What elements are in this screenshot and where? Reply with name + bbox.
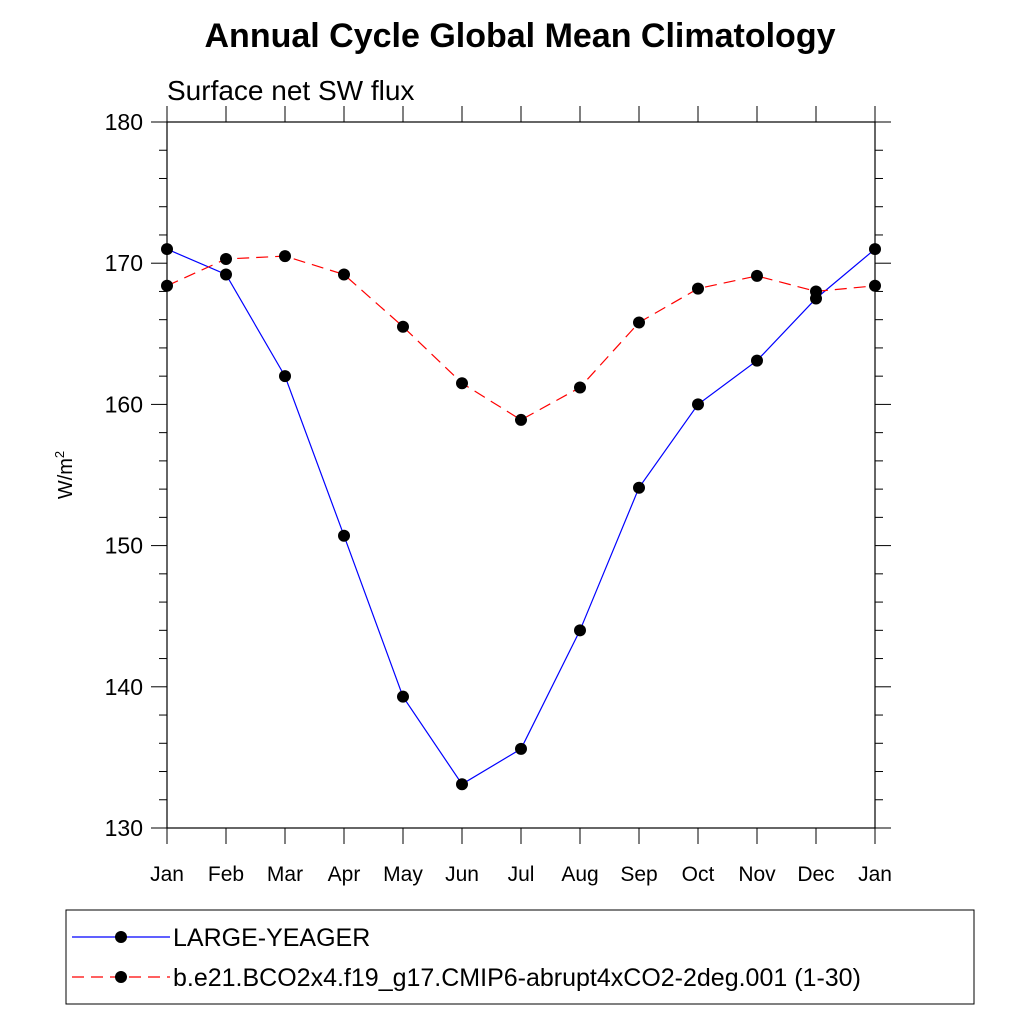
x-tick-label: Jan — [858, 863, 892, 886]
series-1-point — [161, 243, 173, 256]
y-axis-label-superscript: 2 — [52, 451, 67, 458]
x-tick-label: Sep — [620, 863, 657, 886]
y-tick-label: 170 — [105, 250, 143, 276]
x-tick-label: May — [383, 863, 423, 886]
series-2-point — [279, 250, 291, 263]
series-2-point — [751, 269, 763, 282]
series-2-point — [161, 279, 173, 292]
series-2-point — [220, 252, 232, 265]
x-tick-label: Oct — [682, 863, 715, 886]
series-1-point — [397, 690, 409, 703]
y-tick-label: 160 — [105, 391, 143, 417]
y-axis-label: W/m2 — [52, 451, 77, 499]
series-1-point — [279, 370, 291, 383]
series-1-point — [751, 354, 763, 367]
chart-title: Annual Cycle Global Mean Climatology — [205, 17, 836, 55]
legend-label-1: LARGE-YEAGER — [173, 924, 370, 952]
y-tick-label: 140 — [105, 674, 143, 700]
x-tick-label: Jan — [150, 863, 184, 886]
x-tick-label: Jun — [445, 863, 479, 886]
x-tick-label: Nov — [738, 863, 776, 886]
x-tick-label: Jul — [508, 863, 535, 886]
series-2-point — [574, 381, 586, 394]
legend: LARGE-YEAGER b.e21.BCO2x4.f19_g17.CMIP6-a… — [72, 924, 861, 992]
svg-text:W/m2: W/m2 — [52, 451, 77, 499]
series-2-point — [810, 285, 822, 298]
series-2-point — [397, 320, 409, 333]
y-tick-label: 130 — [105, 815, 143, 841]
x-tick-label: Apr — [328, 863, 361, 886]
y-tick-label: 150 — [105, 533, 143, 559]
x-tick-label: Feb — [208, 863, 244, 886]
series-1-point — [456, 778, 468, 791]
legend-box — [65, 909, 975, 1005]
series-2-point — [692, 282, 704, 295]
series-1-point — [574, 624, 586, 637]
legend-marker-2 — [115, 971, 127, 983]
series-1-point — [869, 243, 881, 256]
y-tick-label: 180 — [105, 109, 143, 135]
series-2-point — [633, 316, 645, 329]
y-axis-label-text: W/m — [55, 458, 77, 499]
x-tick-label: Dec — [797, 863, 834, 886]
x-tick-label: Mar — [267, 863, 303, 886]
legend-marker-1 — [115, 931, 127, 943]
plot-frame — [166, 121, 876, 829]
x-tick-label: Aug — [561, 863, 598, 886]
series-1-point — [338, 529, 350, 542]
series-2-point — [338, 268, 350, 281]
series-2-point — [869, 279, 881, 292]
series-line-1 — [166, 248, 876, 786]
series-1-point — [633, 481, 645, 494]
series-1-point — [220, 268, 232, 281]
series-2-point — [456, 377, 468, 390]
chart-subtitle: Surface net SW flux — [167, 75, 414, 106]
series-1-point — [692, 398, 704, 411]
legend-label-2: b.e21.BCO2x4.f19_g17.CMIP6-abrupt4xCO2-2… — [173, 964, 861, 992]
series-1-point — [515, 742, 527, 755]
plot-area: 130 140 150 160 170 180 Jan Feb Mar Apr May Jun Jul A… — [105, 106, 892, 886]
series-2-point — [515, 413, 527, 426]
series-line-2 — [166, 255, 876, 421]
